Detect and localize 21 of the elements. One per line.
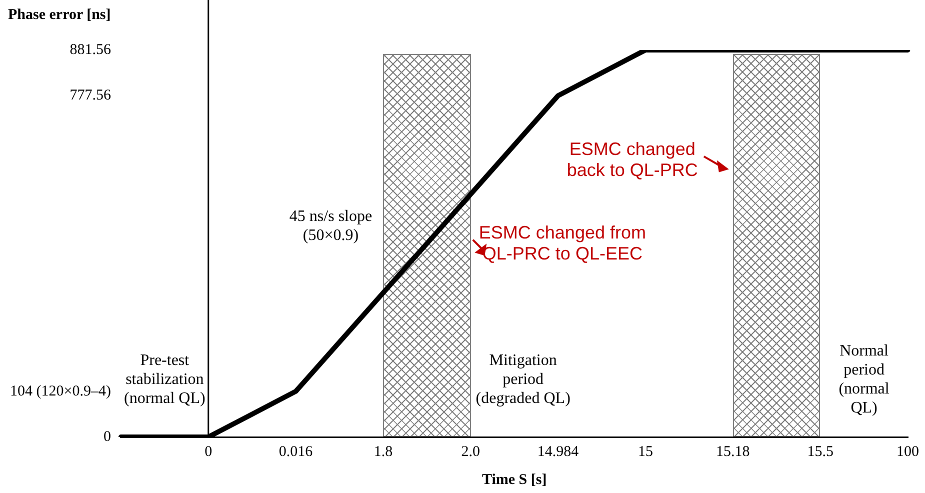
- x-tick-label: 15.18: [716, 444, 750, 460]
- annotation: Normal period (normal QL): [838, 342, 890, 417]
- annotation: ESMC changed from QL-PRC to QL-EEC: [478, 222, 646, 264]
- y-axis-title: Phase error [ns]: [8, 6, 112, 25]
- x-tick-label: 1.8: [374, 444, 393, 460]
- annotation: ESMC changed back to QL-PRC: [566, 138, 698, 180]
- x-tick-label: 15.5: [807, 444, 834, 460]
- annotation: Pre-test stabilization (normal QL): [124, 352, 206, 408]
- x-tick-label: 100: [896, 444, 919, 460]
- y-tick-label: 881.56: [70, 42, 112, 58]
- x-tick-label: 0.016: [278, 444, 314, 460]
- x-tick-label: 2.0: [461, 444, 480, 460]
- y-tick-label: 104 (120×0.9–4): [10, 383, 111, 400]
- x-tick-label: 0: [204, 444, 212, 460]
- x-tick-label: 14.984: [537, 444, 580, 460]
- x-axis-title: Time S [s]: [482, 472, 547, 488]
- annotation: 45 ns/s slope (50×0.9): [289, 208, 372, 244]
- annotation: Mitigation period (degraded QL): [476, 352, 570, 408]
- y-tick-label: 777.56: [70, 88, 112, 104]
- y-tick-label: 0: [103, 428, 111, 445]
- x-tick-label: 15: [638, 444, 653, 460]
